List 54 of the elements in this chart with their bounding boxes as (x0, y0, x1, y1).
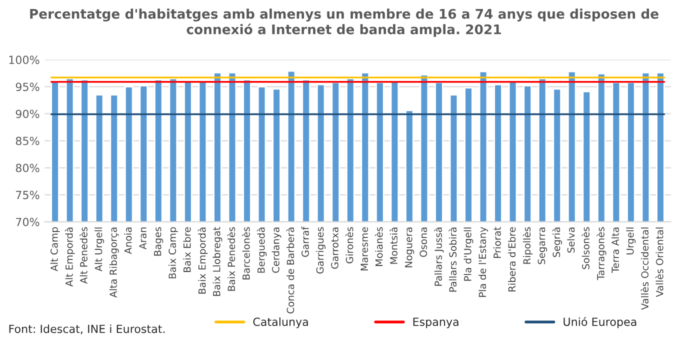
x-tick-label: Pla de l'Estany (478, 226, 488, 297)
x-tick-label: Pallars Sobirà (448, 228, 457, 292)
legend-label: Unió Europea (564, 316, 636, 328)
x-tick-label: Baix Penedès (227, 227, 236, 291)
x-tick-label: Baix Camp (168, 227, 178, 278)
x-tick-label: Baix Ebre (183, 227, 191, 272)
x-tick-label: Noguera (405, 228, 414, 268)
y-tick-label: 100% (9, 56, 40, 64)
x-tick-label: Anoia (124, 228, 132, 254)
x-tick-label: Alt Penedès (79, 227, 88, 284)
chart-title: Percentatge d'habitatges amb almenys un membre de 16 a 74 anys que disposen de connexió a Internet de banda ampla. 2021 (30, 8, 658, 37)
x-tick-label: Terra Alta (611, 228, 619, 273)
x-tick-label: Conca de Barberà (286, 228, 294, 314)
x-tick-label: Alt Urgell (94, 228, 104, 272)
x-tick-label: Garrotxa (331, 228, 338, 269)
x-tick-label: Bages (154, 227, 164, 256)
x-tick-label: Tarragonès (596, 227, 606, 280)
x-tick-label: Moianès (374, 227, 383, 266)
legend-label: Catalunya (253, 317, 308, 328)
x-tick-label: Garrigues (316, 227, 326, 274)
x-tick-label: Pla d'Urgell (464, 228, 474, 281)
x-tick-label: Gironès (345, 227, 354, 264)
x-tick-label: Selva (567, 228, 575, 253)
x-tick-label: Segrià (552, 228, 562, 258)
x-tick-label: Cerdanya (272, 228, 282, 273)
x-tick-label: Garraf (301, 226, 309, 257)
x-tick-label: Solsonès (582, 227, 590, 270)
x-tick-label: Montsià (390, 228, 398, 264)
x-tick-label: Barcelonès (242, 227, 250, 280)
y-tick-label: 95% (16, 82, 40, 92)
y-tick-label: 75% (16, 190, 40, 200)
x-tick-label: Priorat (493, 226, 501, 258)
x-tick-label: Alta Ribagorça (109, 228, 119, 298)
y-tick-label: 80% (16, 164, 40, 172)
x-tick-label: Osona (420, 228, 428, 257)
x-tick-label: Vallès Occidental (640, 228, 649, 310)
x-tick-label: Maresme (360, 227, 368, 270)
x-tick-label: Segarra (538, 228, 548, 264)
x-tick-label: Pallars Jussà (434, 228, 444, 286)
x-tick-label: Alt Empordà (64, 228, 75, 287)
y-tick-label: 90% (16, 110, 40, 118)
x-tick-label: Ripollès (522, 227, 532, 264)
x-tick-label: Alt Camp (50, 227, 60, 272)
legend-label: Espanya (413, 318, 458, 328)
x-tick-label: Berguedà (256, 228, 267, 273)
y-tick-label: 70% (16, 218, 40, 226)
x-tick-label: Baix Empordà (198, 228, 208, 294)
x-tick-label: Baix Llobregat (212, 226, 222, 296)
x-tick-label: Urgell (626, 228, 636, 254)
y-tick-label: 85% (16, 136, 40, 146)
x-tick-label: Ribera d'Ebre (508, 227, 516, 292)
x-tick-label: Aran (139, 228, 146, 250)
x-tick-label: Vallès Oriental (655, 228, 664, 297)
text: Font: Idescat, INE i Eurostat. (9, 324, 165, 334)
